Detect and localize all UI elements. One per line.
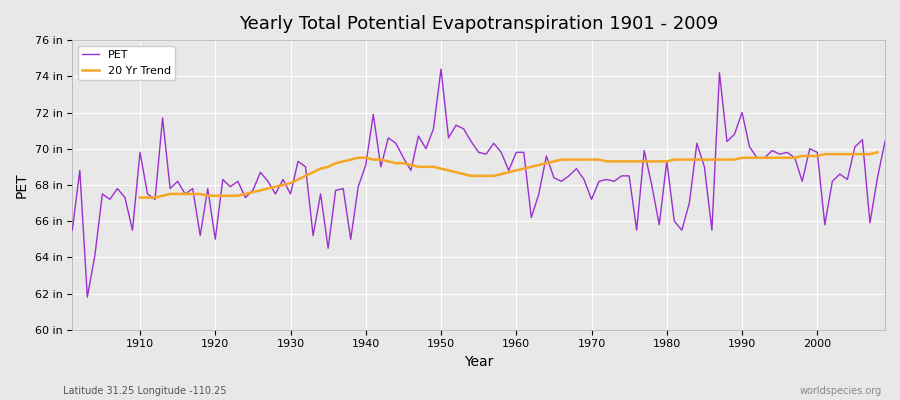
20 Yr Trend: [503, 170, 514, 175]
PET: [82, 295, 93, 300]
Title: Yearly Total Potential Evapotranspiration 1901 - 2009: Yearly Total Potential Evapotranspiratio…: [239, 15, 718, 33]
PET: [879, 139, 890, 144]
Text: Latitude 31.25 Longitude -110.25: Latitude 31.25 Longitude -110.25: [63, 386, 227, 396]
20 Yr Trend: [526, 164, 536, 169]
Line: 20 Yr Trend: 20 Yr Trend: [140, 152, 877, 198]
PET: [518, 150, 529, 155]
20 Yr Trend: [872, 150, 883, 155]
Legend: PET, 20 Yr Trend: PET, 20 Yr Trend: [77, 46, 176, 80]
PET: [526, 215, 536, 220]
PET: [436, 67, 446, 72]
PET: [346, 237, 356, 242]
PET: [301, 164, 311, 169]
Line: PET: PET: [72, 69, 885, 297]
PET: [616, 174, 627, 178]
20 Yr Trend: [330, 161, 341, 166]
Y-axis label: PET: PET: [15, 172, 29, 198]
20 Yr Trend: [714, 157, 724, 162]
20 Yr Trend: [308, 170, 319, 175]
X-axis label: Year: Year: [464, 355, 493, 369]
20 Yr Trend: [360, 155, 371, 160]
PET: [67, 228, 77, 232]
PET: [135, 150, 146, 155]
Text: worldspecies.org: worldspecies.org: [800, 386, 882, 396]
20 Yr Trend: [135, 195, 146, 200]
